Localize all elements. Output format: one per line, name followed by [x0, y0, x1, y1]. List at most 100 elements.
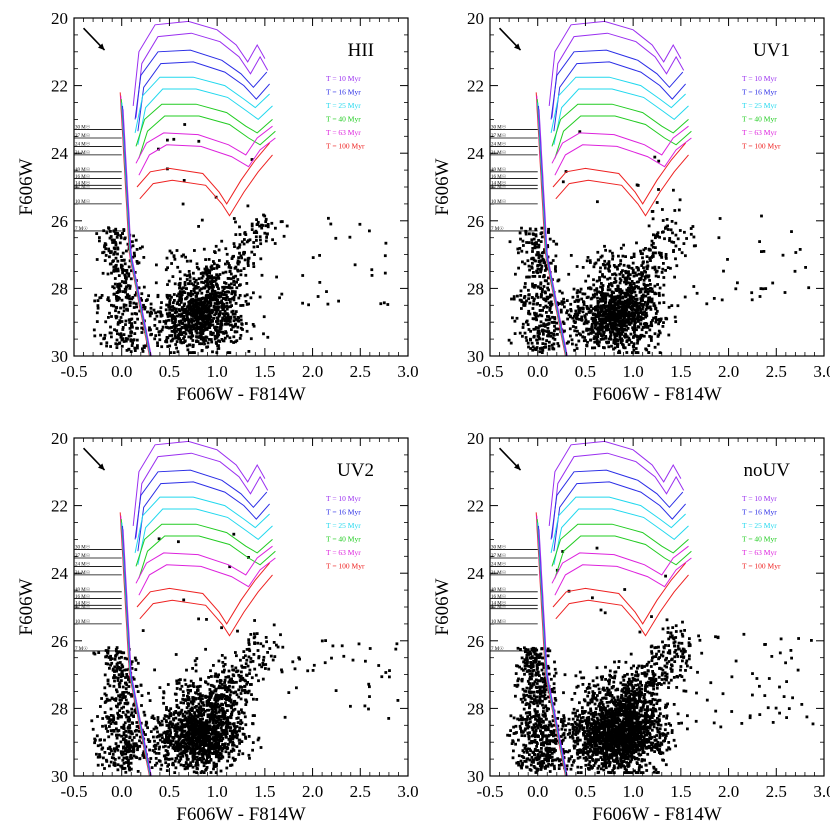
- data-point: [665, 218, 669, 221]
- data-point: [609, 318, 613, 321]
- data-point: [128, 723, 131, 727]
- data-point: [613, 327, 616, 331]
- data-point: [203, 286, 207, 290]
- data-point: [182, 253, 185, 257]
- data-point: [551, 346, 555, 350]
- data-point: [112, 729, 116, 732]
- data-point: [127, 685, 131, 688]
- data-point: [758, 240, 761, 243]
- data-point: [543, 248, 546, 251]
- data-point: [645, 348, 649, 352]
- data-point: [208, 720, 211, 724]
- data-point: [639, 308, 643, 312]
- data-point: [152, 308, 156, 312]
- data-point: [189, 716, 193, 720]
- data-point: [594, 315, 598, 318]
- data-point: [632, 287, 636, 291]
- data-point: [625, 278, 629, 281]
- data-point: [245, 293, 249, 297]
- data-point: [547, 344, 551, 348]
- y-axis-title: F606W: [432, 158, 453, 215]
- data-point: [536, 331, 540, 335]
- data-point: [529, 329, 532, 333]
- data-point: [642, 266, 645, 270]
- data-point: [593, 262, 597, 266]
- data-point: [596, 290, 599, 294]
- data-point: [202, 337, 206, 341]
- data-point: [97, 651, 101, 654]
- data-point: [116, 247, 120, 251]
- data-point: [176, 722, 180, 726]
- data-point: [194, 697, 198, 700]
- data-point: [201, 274, 205, 278]
- data-point: [174, 710, 178, 713]
- data-point: [165, 319, 168, 323]
- data-point: [232, 280, 236, 283]
- data-point: [205, 725, 209, 728]
- data-point: [594, 318, 597, 322]
- data-point: [589, 261, 592, 264]
- data-point: [187, 351, 191, 354]
- data-point: [174, 309, 178, 312]
- data-point: [186, 292, 190, 295]
- data-point: [654, 234, 658, 238]
- data-point: [635, 183, 639, 187]
- mass-label: 12 M☉: [491, 184, 507, 190]
- data-point: [527, 241, 531, 244]
- data-point: [199, 742, 203, 746]
- data-point: [236, 246, 240, 250]
- data-point: [593, 326, 597, 330]
- data-point: [539, 295, 543, 299]
- data-point: [111, 241, 114, 244]
- data-point: [223, 732, 227, 736]
- data-point: [273, 242, 277, 245]
- data-point: [216, 735, 220, 739]
- data-point: [211, 704, 214, 708]
- data-point: [641, 305, 645, 308]
- data-point: [124, 746, 128, 750]
- data-point: [176, 300, 180, 304]
- data-point: [113, 292, 116, 296]
- data-point: [166, 345, 170, 348]
- data-point: [750, 291, 754, 295]
- data-point: [617, 264, 621, 267]
- data-point: [223, 678, 227, 682]
- data-point: [575, 314, 579, 318]
- data-point: [180, 333, 184, 336]
- data-point: [614, 326, 618, 330]
- data-point: [626, 327, 630, 330]
- data-point: [226, 709, 229, 712]
- data-point: [190, 321, 194, 324]
- data-point: [99, 342, 103, 346]
- data-point: [604, 248, 607, 252]
- data-point: [198, 289, 202, 292]
- data-point: [195, 705, 198, 708]
- data-point: [122, 281, 126, 284]
- data-point: [130, 707, 134, 711]
- data-point: [604, 324, 608, 328]
- data-point: [598, 311, 601, 315]
- data-point: [630, 341, 633, 344]
- data-point: [611, 304, 615, 307]
- data-point: [177, 725, 180, 729]
- arrow-icon: [97, 43, 105, 51]
- data-point: [117, 756, 121, 760]
- data-point: [180, 708, 184, 712]
- data-point: [214, 292, 218, 296]
- data-point: [646, 287, 650, 291]
- data-point: [201, 316, 205, 320]
- data-point: [662, 262, 665, 265]
- data-point: [573, 329, 577, 333]
- data-point: [207, 748, 210, 752]
- data-point: [196, 340, 200, 343]
- data-point: [542, 274, 546, 277]
- data-point: [122, 762, 126, 765]
- data-point: [121, 685, 125, 689]
- data-point: [116, 716, 120, 720]
- data-point: [644, 331, 648, 334]
- data-point: [661, 293, 665, 297]
- data-point: [227, 743, 230, 746]
- data-point: [571, 316, 575, 320]
- data-point: [182, 738, 186, 742]
- data-point: [650, 239, 654, 243]
